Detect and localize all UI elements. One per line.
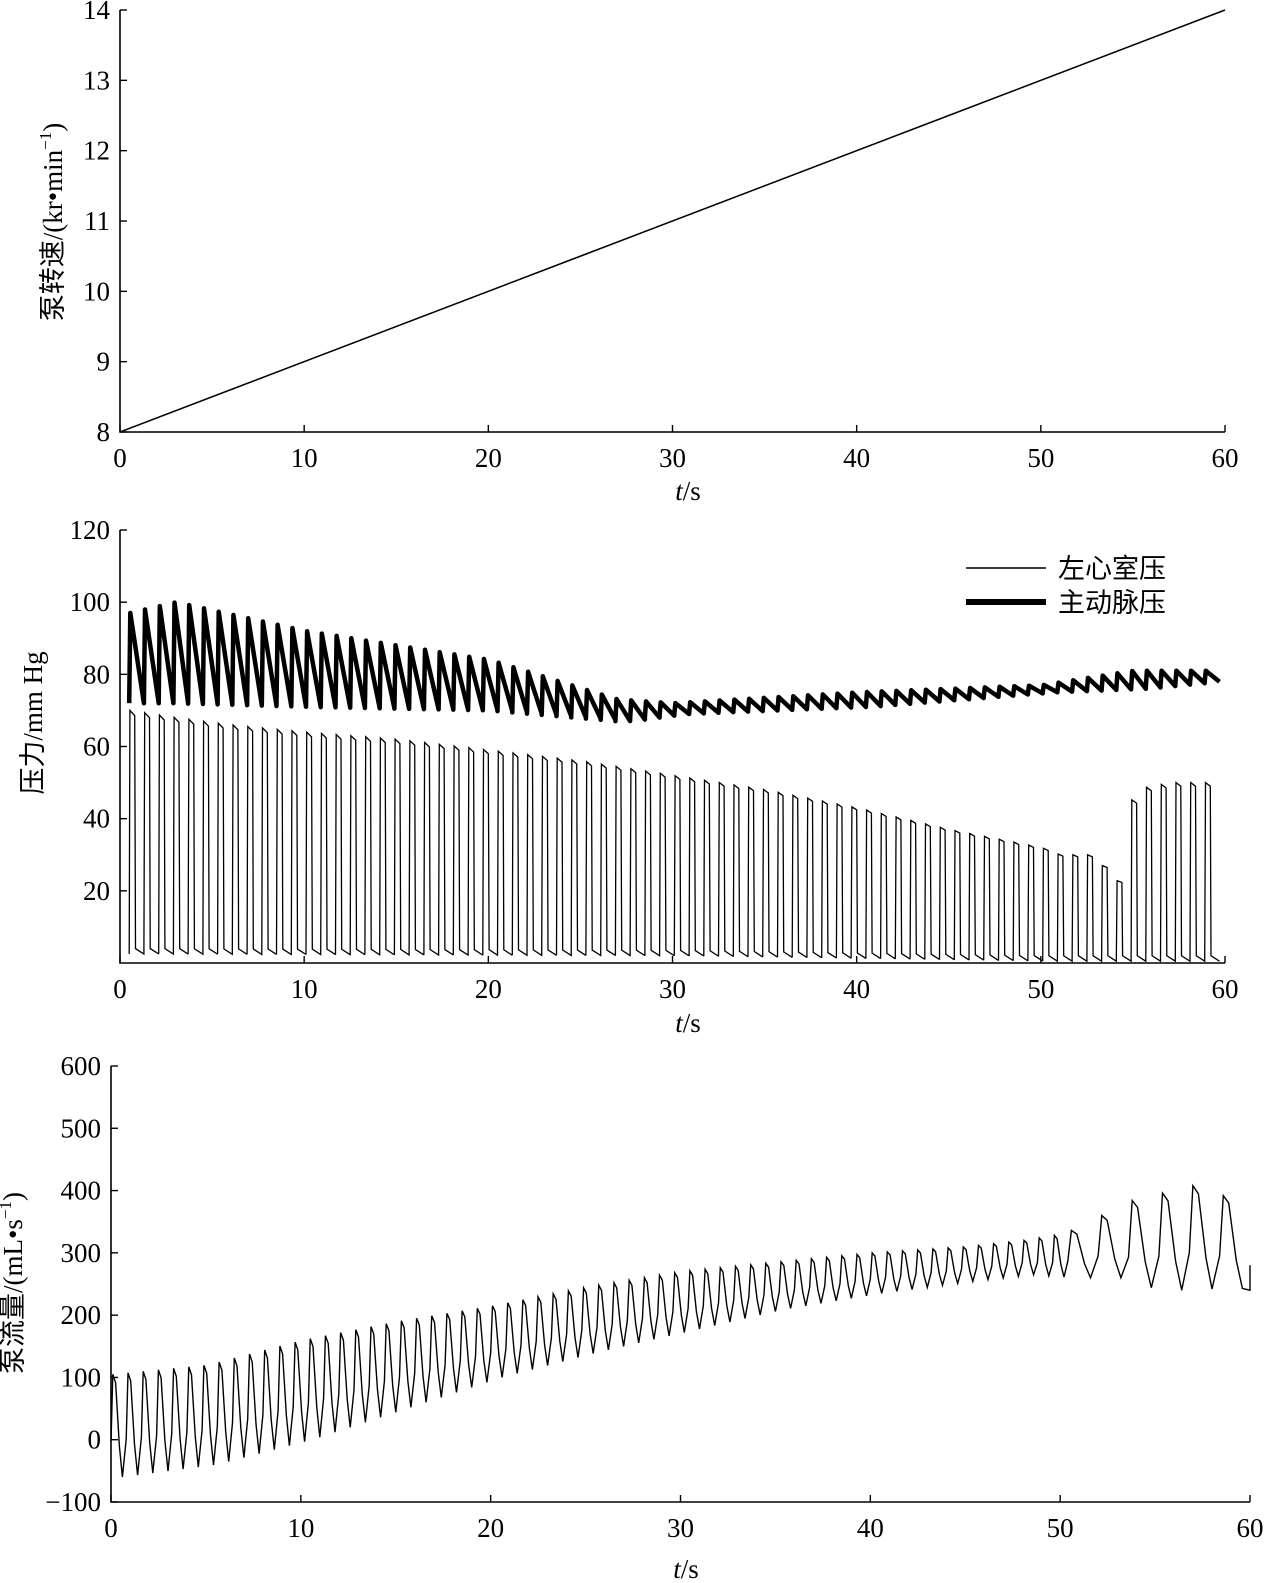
pump-flow-series [110, 1183, 1251, 1478]
pump-speed-ylabel: 泵转速/(kr•min−1) [36, 123, 68, 322]
x-tick-label: 40 [843, 974, 870, 1004]
y-tick-label: 500 [61, 1113, 102, 1143]
legend-label-aortic-pressure: 主动脉压 [1058, 588, 1166, 618]
pump-flow-line [110, 1183, 1251, 1478]
y-tick-label: 13 [83, 65, 110, 95]
pump-speed-ticks: 0 10 20 30 40 50 60 8 9 10 11 12 13 14 [83, 0, 1239, 473]
pressure-series [126, 600, 1221, 963]
y-tick-label: 9 [97, 347, 111, 377]
y-tick-label: 8 [97, 417, 111, 447]
x-tick-label: 30 [667, 1513, 694, 1543]
y-tick-label: 20 [83, 876, 110, 906]
x-tick-label: 20 [475, 974, 502, 1004]
y-tick-label: 14 [83, 0, 111, 25]
pump-flow-xlabel: t/s [673, 1554, 699, 1583]
pump-speed-line [119, 9, 1226, 433]
x-tick-label: 30 [659, 974, 686, 1004]
y-tick-label: 60 [83, 732, 110, 762]
pump-flow-axes [110, 1066, 1250, 1503]
y-tick-label: 80 [83, 659, 110, 689]
x-tick-label: 0 [113, 974, 127, 1004]
aortic-pressure-line [126, 600, 1221, 724]
x-tick-label: 0 [113, 443, 127, 473]
x-tick-label: 0 [104, 1513, 118, 1543]
y-tick-label: 120 [70, 515, 111, 545]
x-tick-label: 60 [1237, 1513, 1264, 1543]
y-tick-label: 200 [61, 1300, 102, 1330]
x-tick-label: 60 [1212, 974, 1239, 1004]
x-tick-label: 20 [475, 443, 502, 473]
x-tick-label: 40 [857, 1513, 884, 1543]
pump-speed-series [119, 9, 1226, 433]
x-tick-label: 30 [659, 443, 686, 473]
pressure-legend: 左心室压 主动脉压 [966, 554, 1166, 618]
x-tick-label: 20 [477, 1513, 504, 1543]
x-tick-label: 50 [1027, 443, 1054, 473]
y-tick-label: 100 [61, 1362, 102, 1392]
x-tick-label: 50 [1027, 974, 1054, 1004]
lv-pressure-line [128, 708, 1220, 963]
y-tick-label: 11 [84, 206, 110, 236]
pressure-xlabel: t/s [675, 1008, 701, 1038]
x-tick-label: 10 [291, 974, 318, 1004]
x-tick-label: 10 [287, 1513, 314, 1543]
y-tick-label: 0 [88, 1425, 102, 1455]
x-tick-label: 50 [1047, 1513, 1074, 1543]
chart-pump-speed: 0 10 20 30 40 50 60 8 9 10 11 12 13 14 泵转速/(kr•min−1)… [36, 0, 1239, 506]
x-tick-label: 40 [843, 443, 870, 473]
x-tick-label: 60 [1212, 443, 1239, 473]
y-tick-label: 10 [83, 276, 110, 306]
y-tick-label: 300 [61, 1238, 102, 1268]
pressure-ticks: 0 10 20 30 40 50 60 20 40 60 80 100 120 [70, 515, 1239, 1004]
y-tick-label: 600 [61, 1051, 102, 1081]
pump-flow-ylabel: 泵流量/(mL•s−1) [0, 1192, 28, 1374]
y-tick-label: 100 [70, 587, 111, 617]
pump-speed-xlabel: t/s [675, 476, 701, 506]
chart-pressure: 0 10 20 30 40 50 60 20 40 60 80 100 120 压力/mm Hg t/s… [18, 515, 1239, 1038]
y-tick-label: 40 [83, 804, 110, 834]
y-tick-label: 400 [61, 1176, 102, 1206]
y-tick-label: 12 [83, 136, 110, 166]
pressure-ylabel: 压力/mm Hg [18, 651, 48, 794]
y-tick-label: −100 [45, 1487, 101, 1517]
legend-label-lv-pressure: 左心室压 [1058, 554, 1166, 584]
x-tick-label: 10 [291, 443, 318, 473]
